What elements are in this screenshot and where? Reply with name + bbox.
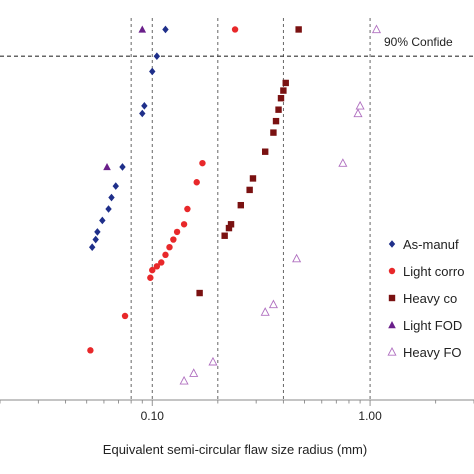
- data-point: [268, 299, 278, 309]
- data-point: [231, 26, 239, 33]
- legend-label: Heavy FO: [403, 345, 462, 360]
- legend: As-manuf Light corro Heavy co Light FOD Heav…: [387, 237, 464, 360]
- data-point: [282, 79, 289, 87]
- data-point: [147, 274, 154, 281]
- data-point: [275, 106, 282, 113]
- data-point: [295, 26, 302, 33]
- data-point: [189, 368, 199, 377]
- data-point: [99, 216, 106, 225]
- data-point: [246, 186, 253, 194]
- data-point: [221, 232, 228, 239]
- data-point: [173, 228, 181, 236]
- data-point: [184, 205, 191, 213]
- data-point: [179, 375, 189, 385]
- data-point: [149, 67, 156, 76]
- data-point: [272, 117, 280, 125]
- data-point: [260, 307, 270, 316]
- data-point: [180, 221, 188, 228]
- data-point: [292, 253, 302, 263]
- legend-marker: [388, 294, 396, 302]
- data-point: [261, 148, 269, 155]
- legend-marker: [387, 347, 397, 356]
- data-point: [121, 312, 129, 320]
- data-point: [371, 24, 382, 34]
- data-point: [199, 159, 206, 167]
- x-tick-label: 0.10: [141, 409, 165, 423]
- legend-marker: [388, 267, 396, 275]
- data-point: [138, 25, 147, 33]
- x-axis-ticks: 0.10 1.00: [0, 400, 474, 423]
- data-point: [225, 224, 233, 232]
- data-point: [103, 162, 111, 171]
- data-point: [208, 356, 218, 366]
- legend-marker: [388, 321, 396, 329]
- data-point: [353, 108, 363, 118]
- legend-label: Heavy co: [403, 291, 457, 306]
- data-point: [162, 25, 169, 34]
- data-point: [280, 87, 287, 94]
- confidence-label: 90% Confide: [384, 35, 453, 49]
- legend-marker: [388, 240, 396, 248]
- data-point: [139, 109, 146, 118]
- data-point: [277, 95, 285, 102]
- x-axis-label: Equivalent semi-circular flaw size radiu…: [103, 442, 367, 457]
- data-point: [105, 205, 112, 213]
- data-point: [338, 158, 348, 167]
- data-point: [158, 259, 165, 266]
- data-point: [170, 236, 177, 243]
- data-point: [227, 221, 235, 228]
- data-point: [166, 244, 173, 251]
- reference-lines: [130, 18, 371, 400]
- data-point: [87, 347, 94, 354]
- data-point: [355, 100, 365, 110]
- data-point: [88, 243, 96, 251]
- data-point: [249, 175, 257, 182]
- data-point: [196, 289, 203, 297]
- data-point: [237, 201, 245, 209]
- legend-label: Light corro: [403, 264, 464, 279]
- data-point: [108, 193, 115, 202]
- x-tick-label: 1.00: [358, 409, 382, 423]
- data-point: [92, 235, 99, 244]
- legend-label: As-manuf: [403, 237, 459, 252]
- data-point: [162, 251, 169, 259]
- data-point: [153, 263, 161, 270]
- data-point: [153, 52, 161, 60]
- data-points: [87, 24, 382, 385]
- data-point: [141, 102, 148, 110]
- data-point: [270, 129, 277, 136]
- data-point: [119, 163, 126, 171]
- data-point: [149, 266, 156, 274]
- legend-label: Light FOD: [403, 318, 462, 333]
- data-point: [193, 179, 200, 186]
- data-point: [94, 228, 101, 236]
- data-point: [112, 182, 119, 190]
